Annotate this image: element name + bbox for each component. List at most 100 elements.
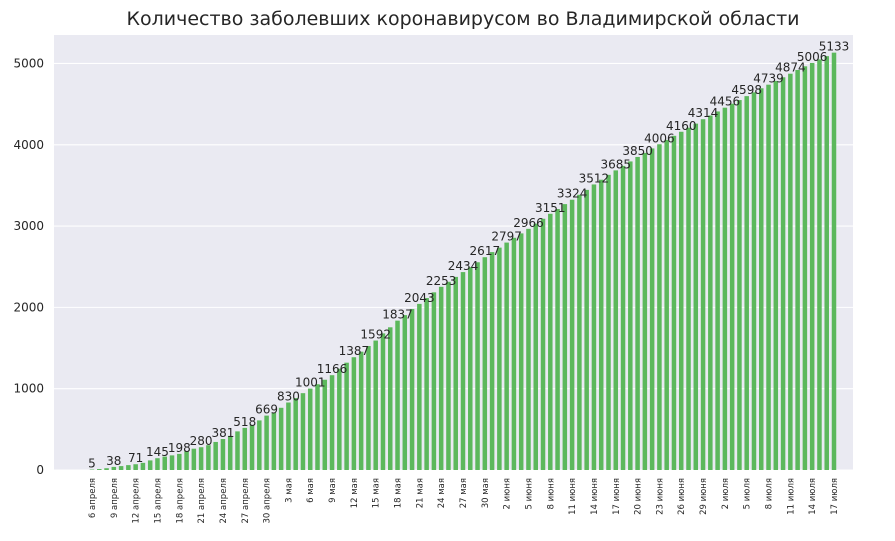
x-tick-label: 2 июля xyxy=(721,478,731,509)
bar xyxy=(817,59,822,471)
bar xyxy=(104,468,109,470)
bar xyxy=(664,139,669,470)
bar xyxy=(337,368,342,470)
y-tick-label: 3000 xyxy=(13,219,44,233)
x-tick-label: 11 июля xyxy=(786,478,796,515)
bar xyxy=(715,111,720,471)
bar xyxy=(831,52,837,471)
bar xyxy=(744,96,749,471)
x-tick-label: 21 мая xyxy=(415,478,425,508)
bar xyxy=(169,455,175,470)
chart-title: Количество заболевших коронавирусом во В… xyxy=(126,8,799,30)
data-label: 280 xyxy=(190,434,213,448)
x-tick-label: 12 мая xyxy=(350,478,360,508)
data-label: 2797 xyxy=(491,230,522,244)
bar xyxy=(460,272,466,470)
bar xyxy=(533,223,539,470)
y-tick-label: 0 xyxy=(36,463,44,477)
bar xyxy=(249,424,255,470)
x-tick-label: 18 мая xyxy=(394,478,404,508)
bar xyxy=(504,242,509,470)
bar xyxy=(613,170,619,470)
bar xyxy=(177,453,182,470)
data-label: 71 xyxy=(128,451,143,465)
bar xyxy=(758,88,764,470)
x-tick-label: 6 апреля xyxy=(88,478,98,518)
x-tick-label: 14 июля xyxy=(808,478,818,515)
data-label: 2043 xyxy=(404,291,435,305)
data-label: 4874 xyxy=(775,61,806,75)
bar xyxy=(809,62,815,470)
bar xyxy=(620,165,626,470)
x-tick-label: 12 апреля xyxy=(132,478,142,523)
bar xyxy=(671,135,677,470)
bar xyxy=(766,84,771,470)
bar xyxy=(140,462,146,470)
data-label: 381 xyxy=(211,426,234,440)
bar xyxy=(584,189,589,470)
x-axis-ticks: 6 апреля 9 апреля 12 апреля 15 апреля 18 апр… xyxy=(88,478,840,523)
x-tick-label: 27 апреля xyxy=(241,478,251,523)
bar xyxy=(220,439,226,470)
bar xyxy=(111,466,117,470)
bar xyxy=(657,144,662,470)
bar xyxy=(242,427,248,470)
data-label: 2966 xyxy=(513,216,544,230)
bar xyxy=(489,252,495,470)
x-tick-label: 14 июня xyxy=(590,478,600,515)
bar xyxy=(387,327,393,470)
y-tick-label: 5000 xyxy=(13,56,44,70)
bar xyxy=(257,420,262,470)
x-tick-label: 23 июня xyxy=(655,478,665,515)
x-tick-label: 27 мая xyxy=(459,478,469,508)
data-label: 1001 xyxy=(295,376,326,390)
bar xyxy=(271,412,277,470)
bar xyxy=(686,127,691,470)
bar xyxy=(133,464,138,470)
bar xyxy=(184,451,189,470)
x-tick-label: 24 мая xyxy=(437,478,447,508)
bar xyxy=(773,80,779,470)
bar xyxy=(824,56,829,470)
bar xyxy=(548,213,553,471)
x-tick-label: 3 мая xyxy=(284,478,294,503)
bar xyxy=(591,184,597,470)
data-label: 1592 xyxy=(360,328,391,342)
x-tick-label: 2 июня xyxy=(503,478,513,509)
bar xyxy=(606,174,611,470)
bar xyxy=(635,156,640,470)
x-tick-label: 29 июня xyxy=(699,478,709,515)
bar xyxy=(424,298,429,470)
data-label: 145 xyxy=(146,445,169,459)
x-tick-label: 15 мая xyxy=(372,478,382,508)
bar xyxy=(497,247,502,470)
bar xyxy=(358,351,364,470)
bar xyxy=(307,388,313,470)
x-tick-label: 30 мая xyxy=(481,478,491,508)
bar xyxy=(300,393,306,470)
bar xyxy=(118,466,124,470)
data-label: 4314 xyxy=(688,106,719,120)
data-label: 518 xyxy=(233,415,256,429)
bar xyxy=(780,77,786,471)
data-label: 5 xyxy=(88,457,96,471)
bar xyxy=(351,357,357,470)
bar xyxy=(417,303,422,470)
bar xyxy=(802,66,808,470)
bar xyxy=(315,384,320,470)
data-label: 4598 xyxy=(731,83,762,97)
bar xyxy=(598,179,604,470)
x-tick-label: 9 апреля xyxy=(110,478,120,518)
bar xyxy=(729,103,735,471)
data-label: 3512 xyxy=(579,171,610,185)
bar xyxy=(198,447,204,470)
data-label: 1166 xyxy=(317,362,348,376)
x-tick-label: 5 июля xyxy=(743,478,753,509)
bar xyxy=(155,458,160,470)
bar xyxy=(162,456,168,470)
bar xyxy=(126,465,131,470)
data-label: 830 xyxy=(277,390,300,404)
